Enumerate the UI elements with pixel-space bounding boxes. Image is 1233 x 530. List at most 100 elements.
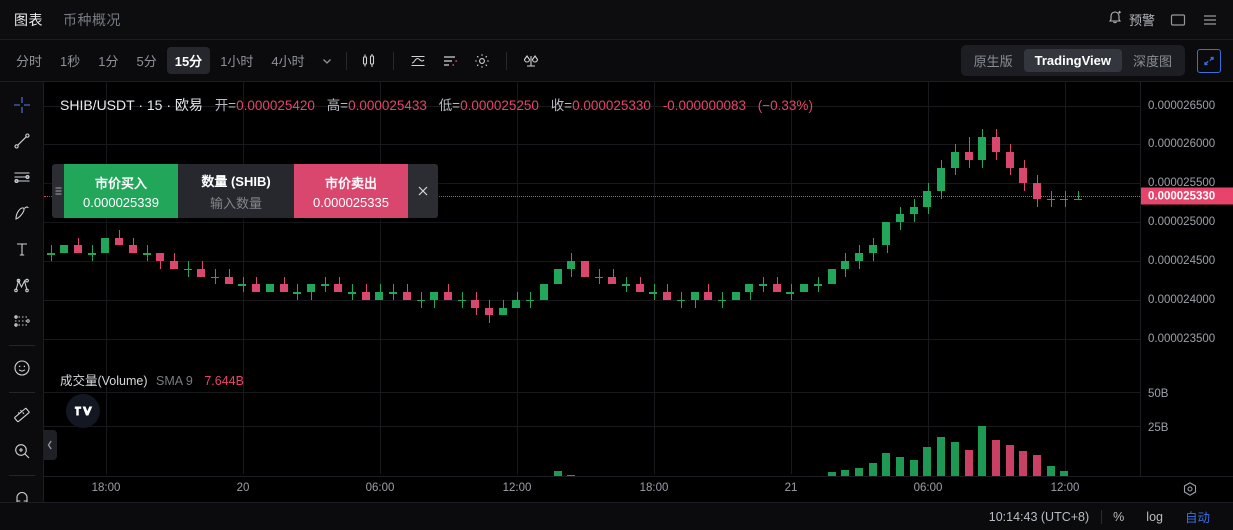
pattern-tool[interactable] [5,268,39,302]
candle-body [649,292,657,294]
candlestick-chart-type-icon[interactable] [354,48,384,74]
timeframe-15m[interactable]: 15分 [166,47,211,74]
crosshair-tool[interactable] [5,88,39,122]
timeframe-list: 分时 1秒 1分 5分 15分 1小时 4小时 [0,47,339,74]
candle-body [389,292,397,294]
hamburger-menu-icon[interactable] [1201,11,1219,29]
go-to-realtime-icon[interactable] [1182,481,1198,502]
candle-body [403,292,411,300]
market-buy-label: 市价买入 [94,175,147,191]
status-bar: 10:14:43 (UTC+8) % log 自动 [0,502,1233,530]
candle-wick [1051,191,1052,207]
indicators-icon[interactable] [403,48,433,74]
price-axis[interactable]: 0.000026500 0.000026000 0.000025500 0.00002… [1140,82,1233,476]
volume-bar [1019,451,1027,476]
text-tool[interactable] [5,232,39,266]
price-axis-label: 0.000026500 [1148,99,1216,112]
candle-body [814,284,822,286]
timeframe-fenshi[interactable]: 分时 [16,54,43,69]
candle-wick [256,276,257,293]
timeframe-4h[interactable]: 4小时 [271,54,305,69]
candle-body [88,253,96,255]
time-axis-label: 06:00 [913,482,943,494]
tradingview-logo-badge[interactable] [66,394,100,428]
measure-ruler-tool[interactable] [5,398,39,432]
candle-body [567,260,575,269]
volume-bar [1060,471,1068,476]
tab-chart[interactable]: 图表 [14,11,43,28]
gridline-volume [44,392,1140,393]
candle-body [47,253,55,255]
candle-body [143,253,151,255]
brush-draw-tool[interactable] [5,196,39,230]
candle-body [663,292,671,300]
scale-auto-button[interactable]: 自动 [1184,511,1210,525]
toolbar-divider-2 [392,51,394,70]
toolbar-divider-3 [505,51,507,70]
collapse-left-chevron-icon[interactable] [44,430,57,460]
candle-body [595,276,603,278]
chart-settings-gear-icon[interactable] [467,48,497,74]
compare-scales-icon[interactable] [516,48,546,74]
candle-body [540,284,548,300]
alert-button[interactable]: 预警 [1107,9,1155,30]
quantity-input[interactable]: 数量 (SHIB) 输入数量 [178,164,294,218]
candle-body [225,276,233,285]
view-mode-depth[interactable]: 深度图 [1132,54,1172,69]
drag-handle-icon[interactable] [52,164,64,218]
view-mode-tradingview[interactable]: TradingView [1023,49,1122,72]
candle-body [129,245,137,254]
candle-body [170,260,178,269]
expand-fullscreen-icon[interactable] [1197,48,1221,73]
alert-label: 预警 [1128,13,1155,28]
candle-body [581,260,589,277]
horizontal-lines-tool[interactable] [5,160,39,194]
price-axis-label: 0.000024000 [1148,293,1216,306]
bell-plus-icon [1107,9,1123,30]
magnet-tool[interactable] [5,481,39,515]
timeframe-5m[interactable]: 5分 [136,54,157,69]
timeframe-1s[interactable]: 1秒 [60,54,81,69]
market-sell-button[interactable]: 市价卖出 0.000025335 [294,164,408,218]
price-axis-label: 0.000023500 [1148,332,1216,345]
legend-high-label: 高= [326,98,349,113]
layout-icon[interactable] [1169,11,1187,29]
legend-close-label: 收= [550,98,573,113]
volume-bar [869,462,877,476]
current-price-line [44,196,1140,198]
candle-body [1019,167,1027,184]
market-buy-button[interactable]: 市价买入 0.000025339 [64,164,178,218]
scale-percent-button[interactable]: % [1113,509,1125,524]
emoji-sticker-tool[interactable] [5,351,39,385]
time-axis[interactable]: 18:00 20 06:00 12:00 18:00 21 06:00 12:00 [44,476,1233,502]
gridline-vertical [1065,82,1066,474]
view-mode-native[interactable]: 原生版 [973,54,1013,69]
chart-canvas[interactable]: SHIB/USDT · 15 · 欧易 开=0.000025420 高=0.00… [44,82,1140,476]
candle-wick [311,284,312,300]
candle-body [115,237,123,246]
volume-sma-label: SMA 9 [156,374,193,388]
top-bar: 图表 币种概况 预警 [0,0,1233,40]
fib-retracement-tool[interactable] [5,304,39,338]
candle-body [554,268,562,285]
trend-line-tool[interactable] [5,124,39,158]
tab-coin-overview[interactable]: 币种概况 [63,11,121,28]
indicator-templates-icon[interactable] [435,48,465,74]
candle-body [992,136,1000,153]
candle-body [307,284,315,293]
chevron-down-icon[interactable] [315,55,339,67]
candle-body [1074,198,1082,201]
zoom-in-tool[interactable] [5,434,39,468]
candle-body [74,245,82,254]
candle-body [923,191,931,207]
volume-bar [828,472,836,476]
gridline-vertical [928,82,929,474]
timeframe-1h[interactable]: 1小时 [220,54,254,69]
close-x-icon[interactable] [408,164,438,218]
left-tool-divider-3 [8,475,35,476]
legend-close-value: 0.000025330 [572,98,651,113]
left-tool-divider-1 [8,345,35,346]
timeframe-1m[interactable]: 1分 [98,54,119,69]
candle-body [773,284,781,293]
scale-log-button[interactable]: log [1146,509,1163,524]
